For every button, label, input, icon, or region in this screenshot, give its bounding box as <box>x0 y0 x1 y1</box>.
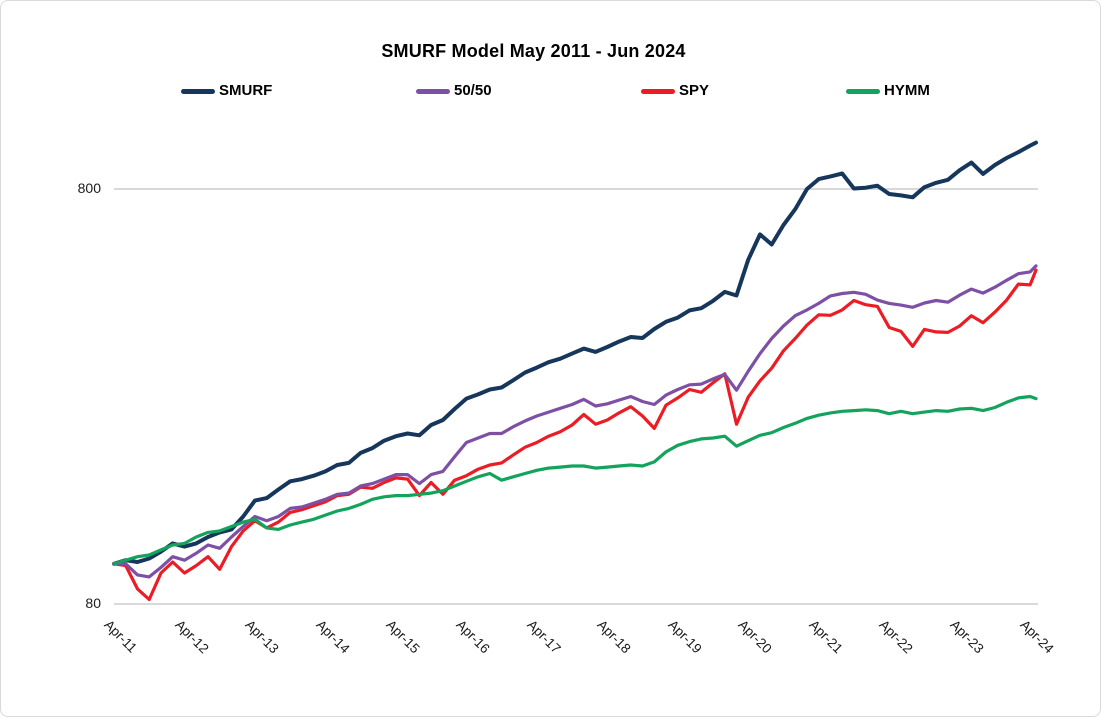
legend-swatch-50-50 <box>416 88 450 94</box>
legend-item-50-50: 50/50 <box>416 82 492 100</box>
legend-item-smurf: SMURF <box>181 82 272 100</box>
legend-label-hymm: HYMM <box>884 82 930 99</box>
legend-label-50-50: 50/50 <box>454 82 492 99</box>
legend-swatch-smurf <box>181 88 215 94</box>
legend-swatch-spy <box>641 88 675 94</box>
legend-swatch-hymm <box>846 88 880 94</box>
series-line-spy <box>112 268 1038 602</box>
legend-item-spy: SPY <box>641 82 709 100</box>
series-line-smurf <box>112 140 1038 566</box>
y-axis-label-800: 800 <box>77 180 101 196</box>
legend-label-smurf: SMURF <box>219 82 273 99</box>
chart-title: SMURF Model May 2011 - Jun 2024 <box>381 41 686 61</box>
series-line-50-50 <box>112 264 1038 579</box>
series-line-hymm <box>112 394 1038 566</box>
legend-item-hymm: HYMM <box>846 82 930 100</box>
y-axis-label-80: 80 <box>85 595 101 611</box>
legend-label-spy: SPY <box>679 82 710 99</box>
